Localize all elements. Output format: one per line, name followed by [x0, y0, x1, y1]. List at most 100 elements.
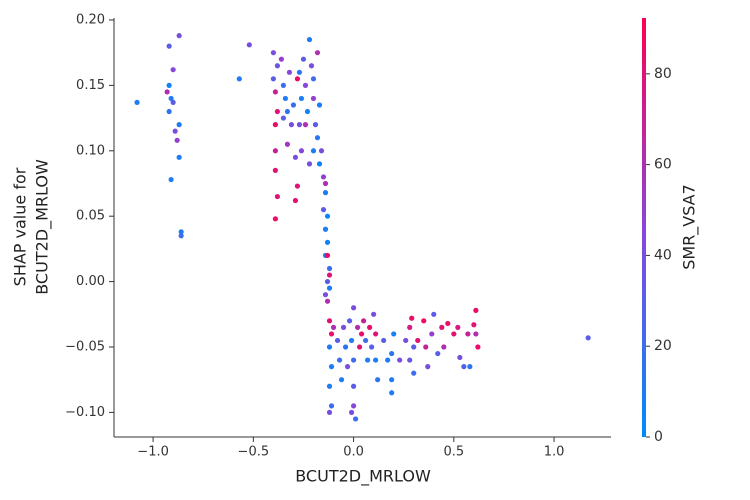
x-tick-label: 0.5 [443, 445, 464, 460]
point [407, 357, 413, 363]
point [164, 89, 170, 95]
point [461, 364, 467, 370]
point [272, 148, 278, 154]
point [170, 99, 176, 105]
point [324, 278, 331, 285]
point [475, 344, 481, 350]
point [288, 122, 295, 128]
y-tick-label: 0.05 [76, 209, 105, 224]
point [178, 229, 184, 235]
point [391, 331, 397, 337]
point [304, 108, 311, 115]
x-axis-label: BCUT2D_MRLOW [295, 467, 431, 487]
point [328, 403, 335, 409]
point [344, 364, 351, 370]
point [467, 364, 473, 370]
point [176, 122, 182, 128]
point [292, 197, 299, 204]
point [348, 409, 355, 416]
point [312, 122, 319, 128]
point [168, 176, 174, 183]
point [340, 324, 347, 330]
point [314, 50, 321, 56]
point [320, 207, 327, 213]
point [306, 161, 313, 167]
point [236, 76, 242, 82]
point [369, 344, 375, 350]
point [371, 311, 377, 317]
point [429, 331, 435, 337]
point [365, 357, 371, 363]
point [322, 226, 329, 232]
point [176, 154, 182, 160]
point [403, 337, 409, 344]
point [306, 36, 313, 43]
point [270, 50, 276, 56]
point [270, 76, 276, 82]
point [350, 383, 357, 389]
point [134, 99, 140, 105]
point [286, 69, 293, 75]
colorbar-tick-label: 60 [654, 157, 672, 173]
point [431, 311, 437, 317]
point [166, 82, 172, 88]
point [316, 161, 323, 167]
point [274, 63, 280, 69]
point [411, 344, 417, 350]
point [385, 357, 391, 363]
point [411, 370, 417, 376]
point [296, 122, 303, 128]
point [439, 324, 445, 330]
point [346, 318, 353, 324]
point [300, 56, 307, 62]
point [328, 331, 335, 337]
point [322, 292, 329, 298]
point [282, 95, 289, 102]
point [292, 154, 299, 160]
point [176, 33, 182, 39]
point [389, 377, 395, 383]
point [314, 135, 321, 141]
point [316, 102, 323, 108]
point [324, 252, 331, 259]
point [298, 148, 305, 154]
point [397, 357, 403, 363]
point [375, 377, 381, 383]
point [473, 331, 479, 337]
point [421, 318, 427, 324]
point [178, 233, 184, 239]
point [326, 318, 333, 324]
point [284, 141, 291, 147]
point [294, 76, 301, 82]
point [294, 183, 301, 189]
point [326, 383, 333, 389]
point [363, 337, 369, 344]
point [326, 409, 333, 416]
point [290, 102, 297, 108]
point [336, 357, 343, 363]
point [168, 95, 174, 102]
point [274, 193, 280, 200]
point [310, 95, 317, 102]
y-tick-label: 0.15 [76, 78, 105, 93]
point [324, 298, 331, 304]
point [284, 108, 291, 115]
point [246, 42, 252, 48]
point [435, 350, 441, 357]
colorbar-tick-label: 80 [654, 66, 672, 82]
colorbar-tick-label: 0 [654, 429, 663, 445]
y-tick-label: −0.05 [65, 339, 105, 354]
point [354, 324, 361, 330]
point [310, 148, 317, 154]
y-tick-label: 0.20 [76, 12, 105, 27]
y-tick-label: 0.10 [76, 143, 105, 158]
point [585, 335, 591, 341]
y-tick-label: −0.10 [65, 405, 105, 420]
point [350, 357, 357, 363]
point [170, 67, 176, 73]
point [338, 377, 345, 383]
point [415, 337, 421, 344]
point [441, 344, 447, 350]
point [296, 69, 303, 75]
y-axis-label: BCUT2D_MRLOW [33, 159, 53, 295]
